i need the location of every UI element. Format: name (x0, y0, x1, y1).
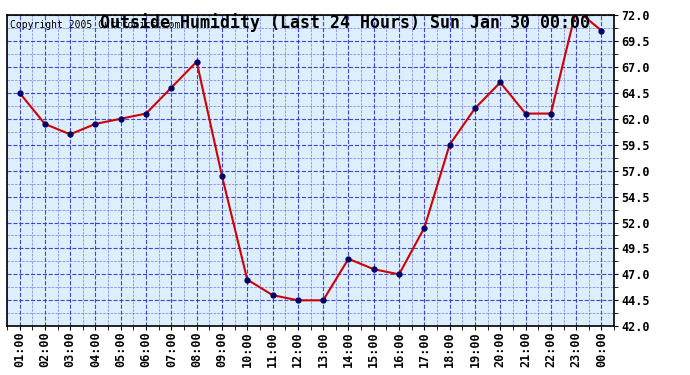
Text: Copyright 2005 Curtronics.com: Copyright 2005 Curtronics.com (10, 20, 180, 30)
Text: Outside Humidity (Last 24 Hours) Sun Jan 30 00:00: Outside Humidity (Last 24 Hours) Sun Jan… (100, 13, 590, 32)
